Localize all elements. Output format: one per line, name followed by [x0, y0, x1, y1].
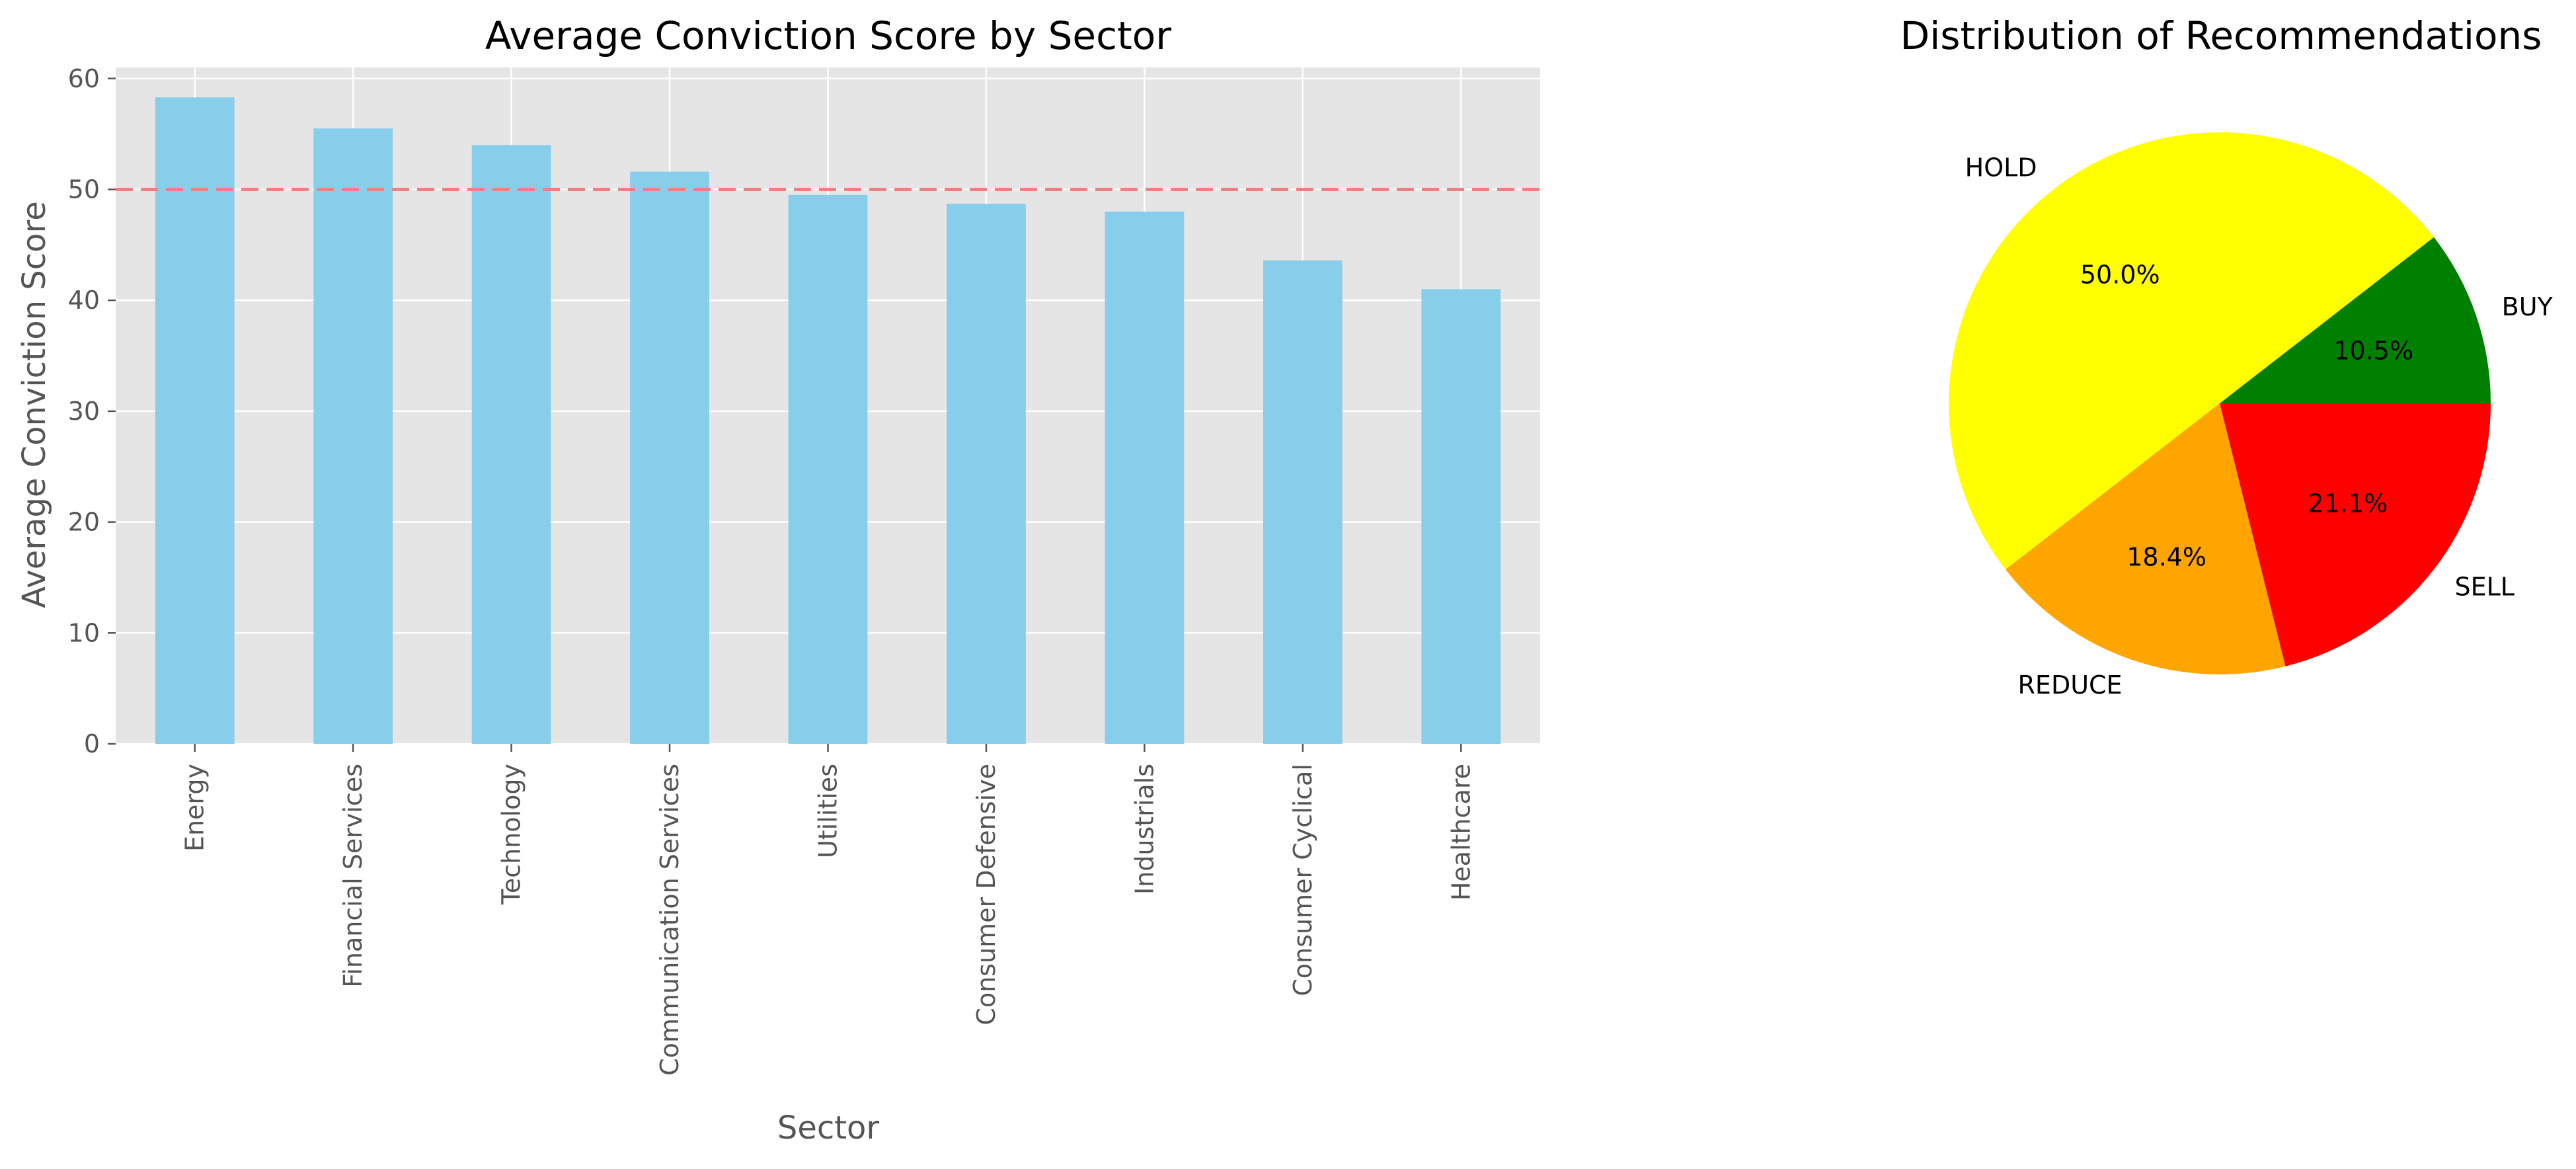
- x-tick-label: Consumer Defensive: [972, 764, 1001, 1026]
- y-tick-label: 10: [68, 618, 100, 647]
- bar: [1421, 289, 1501, 744]
- x-axis-ticks: Energy Financial Services Technology Commun…: [180, 744, 1475, 1076]
- bar: [947, 204, 1026, 744]
- x-tick-label: Energy: [180, 764, 210, 852]
- y-axis-label: Average Conviction Score: [16, 201, 53, 608]
- pie-slice-label: BUY: [2502, 292, 2554, 321]
- y-tick-label: 40: [68, 286, 100, 315]
- y-tick-label: 60: [68, 64, 100, 93]
- pie-slices: [1949, 132, 2491, 674]
- pie-percent-label: 10.5%: [2333, 336, 2413, 365]
- pie-slice-label: REDUCE: [2018, 670, 2123, 700]
- bar: [313, 128, 393, 745]
- y-tick-label: 50: [68, 175, 100, 204]
- pie-slice: [1949, 132, 2434, 570]
- bar: [1105, 212, 1185, 745]
- x-axis-label: Sector: [777, 1109, 880, 1147]
- bar-chart-title: Average Conviction Score by Sector: [485, 13, 1171, 58]
- bar: [471, 145, 551, 745]
- pie-slice: [2220, 403, 2491, 666]
- bar: [1263, 260, 1343, 745]
- pie-labels: BUY 10.5% HOLD 50.0% REDUCE 18.4% SELL 21.1%: [1965, 153, 2554, 700]
- x-tick-label: Communication Services: [655, 764, 684, 1076]
- x-tick-label: Healthcare: [1446, 764, 1475, 901]
- pie-slice-label: SELL: [2454, 573, 2514, 602]
- y-axis-ticks: 0 10 20 30 40 50 60: [68, 64, 116, 758]
- pie-percent-label: 21.1%: [2308, 489, 2388, 518]
- y-tick-label: 20: [68, 508, 100, 537]
- y-tick-label: 30: [68, 397, 100, 426]
- bar-series: [155, 97, 1501, 745]
- pie-chart-title: Distribution of Recommendations: [1900, 13, 2542, 58]
- pie-percent-label: 50.0%: [2080, 261, 2160, 290]
- x-tick-label: Technology: [497, 764, 526, 905]
- x-tick-label: Financial Services: [338, 764, 368, 988]
- bar: [155, 97, 235, 744]
- x-tick-label: Consumer Cyclical: [1288, 764, 1317, 996]
- bar: [788, 194, 868, 744]
- pie-percent-label: 18.4%: [2127, 542, 2206, 571]
- x-tick-label: Industrials: [1130, 764, 1159, 895]
- y-tick-label: 0: [84, 729, 100, 758]
- pie-slice-label: HOLD: [1965, 153, 2037, 182]
- bar: [630, 171, 709, 745]
- pie-slice: [2006, 403, 2286, 674]
- x-tick-label: Utilities: [814, 764, 843, 858]
- pie-slice: [2220, 237, 2491, 403]
